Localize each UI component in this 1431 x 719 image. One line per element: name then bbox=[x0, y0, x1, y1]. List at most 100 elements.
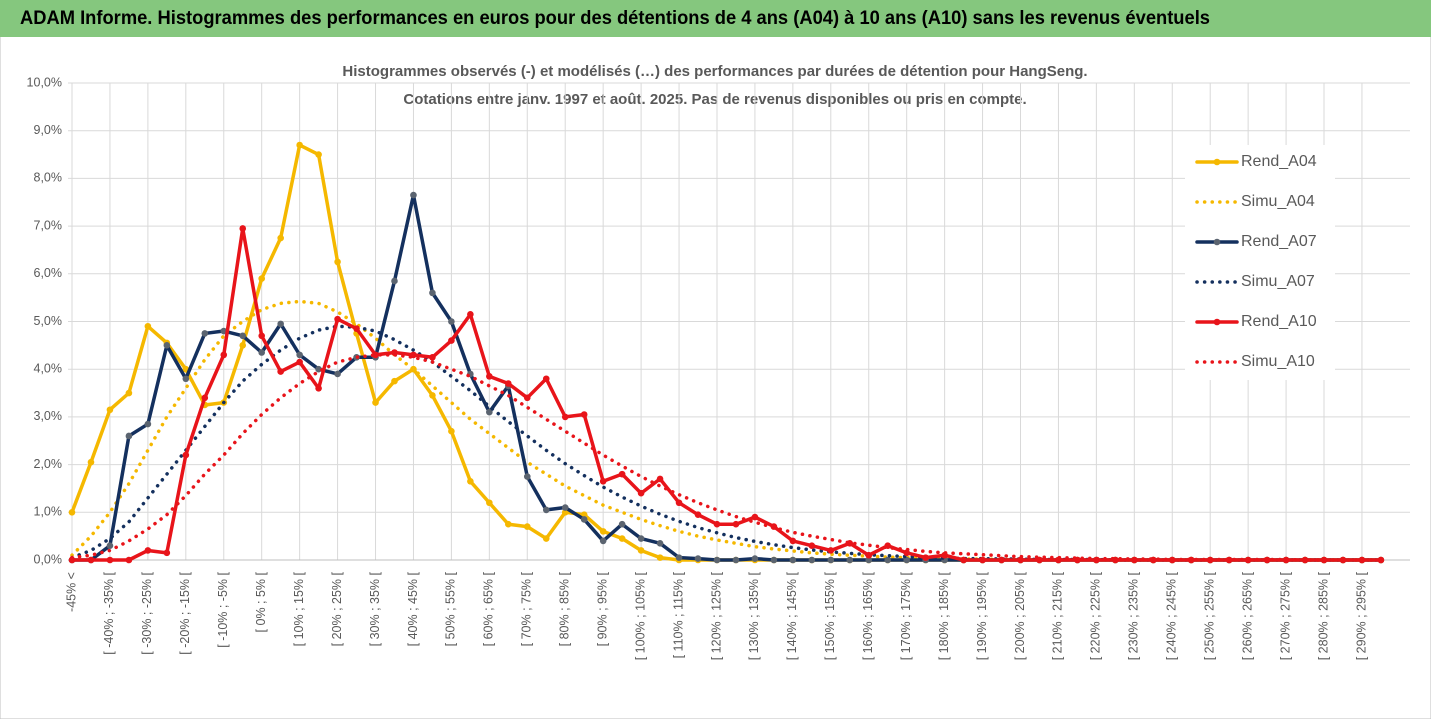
data-point bbox=[770, 556, 778, 564]
x-tick-label: [ 70% ; 75% [ bbox=[520, 571, 534, 646]
x-tick-label: [ 220% ; 225% [ bbox=[1089, 571, 1103, 660]
data-point bbox=[125, 556, 133, 564]
data-point bbox=[106, 542, 114, 549]
data-point bbox=[505, 520, 512, 528]
x-tick-label: [ -40% ; -35% [ bbox=[102, 571, 116, 654]
data-point bbox=[561, 413, 569, 421]
data-point bbox=[144, 322, 152, 330]
x-tick-label: [ 230% ; 235% [ bbox=[1127, 571, 1141, 660]
x-tick-label: [ 200% ; 205% [ bbox=[1013, 571, 1027, 660]
data-point bbox=[618, 520, 626, 528]
data-point bbox=[315, 365, 322, 373]
x-tick-label: [ 80% ; 85% [ bbox=[558, 571, 572, 646]
data-point bbox=[979, 556, 986, 564]
data-point bbox=[599, 537, 607, 545]
data-point bbox=[486, 408, 493, 416]
chart-subtitle: Histogrammes observés (-) et modélisés (… bbox=[342, 63, 1087, 80]
data-point bbox=[220, 351, 228, 359]
data-point bbox=[675, 554, 683, 561]
legend-label: Simu_A10 bbox=[1241, 353, 1315, 370]
data-point bbox=[239, 342, 247, 349]
y-tick-label: 6,0% bbox=[34, 266, 63, 280]
x-tick-label: [ -20% ; -15% [ bbox=[178, 571, 192, 654]
data-point bbox=[334, 315, 341, 323]
data-point bbox=[542, 535, 550, 542]
legend-box bbox=[1185, 145, 1335, 380]
data-point bbox=[201, 394, 209, 402]
x-tick-label: [ 140% ; 145% [ bbox=[785, 571, 799, 660]
x-tick-label: [ 20% ; 25% [ bbox=[330, 571, 344, 646]
x-tick-label: [ 90% ; 95% [ bbox=[595, 571, 609, 646]
data-point bbox=[523, 473, 531, 480]
x-tick-label: [ 40% ; 45% [ bbox=[406, 571, 420, 646]
y-tick-label: 8,0% bbox=[34, 171, 63, 185]
data-point bbox=[827, 547, 835, 554]
data-point bbox=[789, 537, 797, 545]
legend-marker bbox=[1213, 318, 1221, 326]
x-tick-label: [ 10% ; 15% [ bbox=[292, 571, 306, 646]
x-tick-label: [ 280% ; 285% [ bbox=[1316, 571, 1330, 660]
data-point bbox=[277, 368, 284, 375]
data-point bbox=[87, 556, 95, 564]
legend-label: Rend_A04 bbox=[1241, 153, 1317, 170]
data-point bbox=[656, 554, 664, 561]
data-point bbox=[808, 542, 816, 549]
legend-label: Rend_A07 bbox=[1241, 233, 1317, 250]
x-tick-label: [ 210% ; 215% [ bbox=[1051, 571, 1065, 660]
legend-marker bbox=[1213, 158, 1221, 166]
data-point bbox=[296, 141, 303, 149]
data-point bbox=[903, 556, 910, 564]
data-point bbox=[429, 353, 436, 361]
y-tick-label: 5,0% bbox=[34, 314, 63, 328]
series-line bbox=[70, 353, 1383, 562]
data-point bbox=[827, 556, 835, 564]
y-tick-label: 2,0% bbox=[34, 457, 63, 471]
x-tick-label: [ 100% ; 105% [ bbox=[633, 571, 647, 660]
x-tick-label: [ 150% ; 155% [ bbox=[823, 571, 837, 660]
series-line bbox=[70, 299, 1383, 562]
data-point bbox=[1301, 556, 1309, 564]
data-point bbox=[922, 554, 929, 561]
data-point bbox=[865, 551, 873, 559]
title-banner bbox=[0, 0, 1431, 37]
data-point bbox=[277, 234, 284, 242]
data-point bbox=[580, 511, 588, 518]
data-point bbox=[182, 451, 190, 459]
data-point bbox=[713, 520, 721, 528]
data-point bbox=[599, 477, 607, 485]
x-tick-label: [ 170% ; 175% [ bbox=[899, 571, 913, 660]
data-point bbox=[637, 535, 645, 542]
x-tick-label: [ 180% ; 185% [ bbox=[937, 571, 951, 660]
x-tick-label: [ 250% ; 255% [ bbox=[1202, 571, 1216, 660]
data-point bbox=[258, 332, 266, 340]
x-tick-label: [ 110% ; 115% [ bbox=[671, 571, 685, 658]
y-tick-label: 7,0% bbox=[34, 218, 63, 232]
chart-subtitle: Cotations entre janv. 1997 et août. 2025… bbox=[403, 91, 1026, 108]
data-point bbox=[448, 318, 455, 325]
data-point bbox=[125, 389, 133, 397]
data-point bbox=[258, 275, 266, 282]
data-point bbox=[106, 406, 114, 414]
data-point bbox=[675, 499, 683, 507]
data-point bbox=[998, 556, 1005, 564]
data-point bbox=[372, 399, 379, 406]
legend-label: Rend_A10 bbox=[1241, 313, 1317, 330]
data-point bbox=[523, 523, 531, 530]
data-point bbox=[429, 392, 436, 399]
data-point bbox=[561, 504, 569, 511]
data-point bbox=[751, 555, 759, 562]
data-point bbox=[68, 509, 76, 516]
data-point bbox=[163, 342, 171, 349]
x-tick-label: -45% < bbox=[64, 572, 78, 612]
legend-label: Simu_A04 bbox=[1241, 193, 1315, 210]
y-tick-label: 3,0% bbox=[34, 409, 63, 423]
data-point bbox=[334, 370, 341, 378]
data-point bbox=[391, 277, 398, 285]
data-point bbox=[201, 330, 209, 337]
data-point bbox=[296, 358, 303, 366]
data-point bbox=[87, 458, 95, 466]
x-tick-label: [ 0% ; 5% [ bbox=[254, 571, 268, 632]
data-point bbox=[542, 375, 550, 383]
data-point bbox=[429, 289, 436, 297]
data-point bbox=[296, 351, 303, 359]
